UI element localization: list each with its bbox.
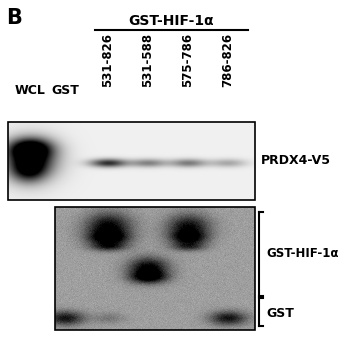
Text: GST: GST <box>51 84 79 96</box>
Text: B: B <box>6 8 22 28</box>
Text: 531-588: 531-588 <box>142 33 154 87</box>
Text: 575-786: 575-786 <box>182 33 194 87</box>
Text: WCL: WCL <box>15 84 46 96</box>
Bar <box>8 122 255 200</box>
Text: 531-826: 531-826 <box>102 33 115 87</box>
Text: PRDX4-V5: PRDX4-V5 <box>261 154 331 167</box>
Text: GST: GST <box>266 307 294 320</box>
Bar <box>55 207 255 330</box>
Text: 786-826: 786-826 <box>222 33 234 87</box>
Text: GST-HIF-1α: GST-HIF-1α <box>129 14 214 28</box>
Text: GST-HIF-1α: GST-HIF-1α <box>266 247 339 260</box>
